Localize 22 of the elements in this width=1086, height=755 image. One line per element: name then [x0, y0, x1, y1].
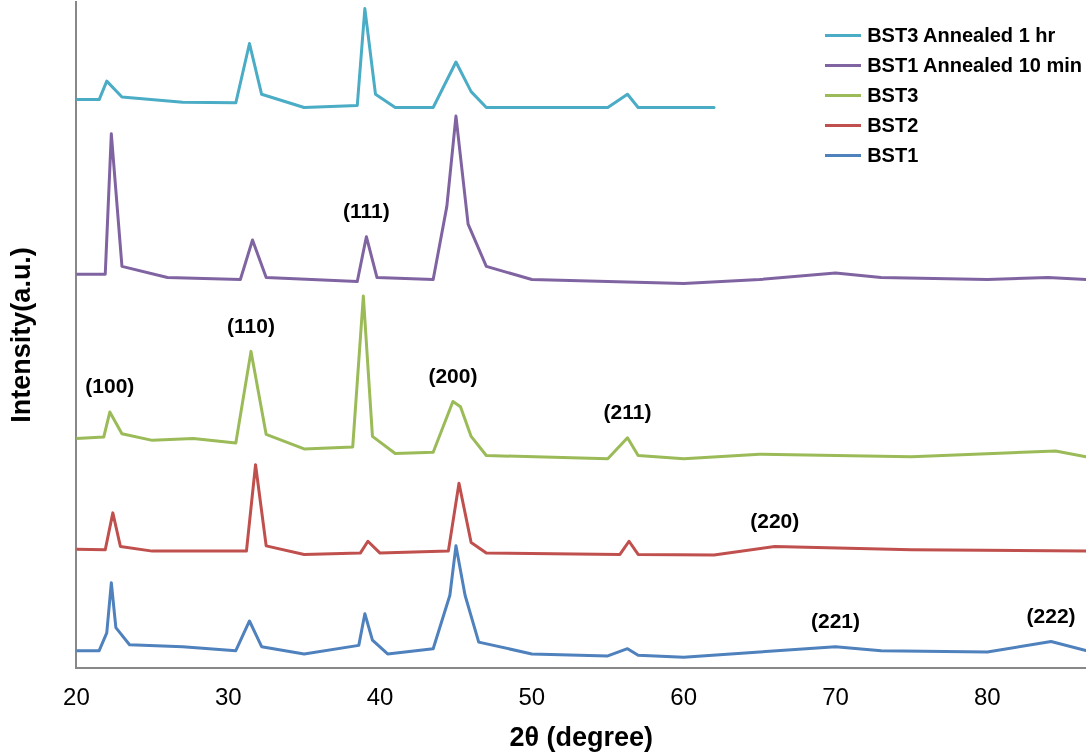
- annotation: (110): [227, 313, 275, 337]
- annotation: (220): [750, 508, 800, 532]
- annotation: (100): [85, 374, 135, 398]
- x-axis-title: 2θ (degree): [509, 722, 654, 753]
- x-tick-label: 20: [63, 682, 90, 710]
- legend-label: BST3: [867, 83, 919, 107]
- x-tick-label: 30: [214, 682, 242, 710]
- x-tick-label: 70: [822, 682, 849, 710]
- annotation: (200): [428, 363, 478, 387]
- legend-label: BST3 Annealed 1 hr: [867, 23, 1056, 47]
- annotation: (221): [810, 609, 861, 632]
- legend-label: BST1 Annealed 10 min: [867, 53, 1082, 77]
- x-tick-label: 80: [973, 682, 1001, 710]
- x-tick-label: 60: [670, 682, 698, 710]
- annotation: (211): [603, 400, 652, 424]
- x-tick-label: 50: [518, 682, 546, 710]
- annotation: (111): [343, 198, 390, 222]
- x-tick-label: 40: [366, 682, 394, 710]
- legend-label: BST2: [867, 113, 919, 137]
- legend-label: BST1: [867, 143, 919, 167]
- y-axis-title: Intensity(a.u.): [5, 247, 36, 423]
- annotation: (222): [1026, 603, 1076, 627]
